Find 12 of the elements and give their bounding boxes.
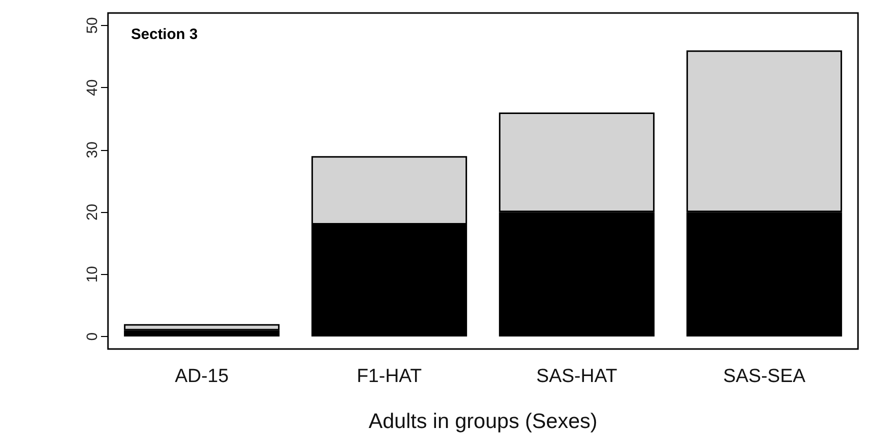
y-tick-label: 20 <box>84 204 101 220</box>
x-axis-title: Adults in groups (Sexes) <box>368 410 598 433</box>
x-tick-label: AD-15 <box>174 366 229 387</box>
x-tick-label: SAS-HAT <box>536 366 618 387</box>
y-tick-label: 50 <box>84 17 101 34</box>
y-tick-label: 10 <box>84 266 101 283</box>
y-tick-label: 0 <box>84 332 101 341</box>
x-tick-label: SAS-SEA <box>723 366 806 387</box>
x-tick-label: F1-HAT <box>356 366 422 387</box>
text: Section 3 <box>131 26 198 43</box>
y-tick-label: 30 <box>84 142 101 158</box>
y-tick-label: 40 <box>84 79 101 96</box>
